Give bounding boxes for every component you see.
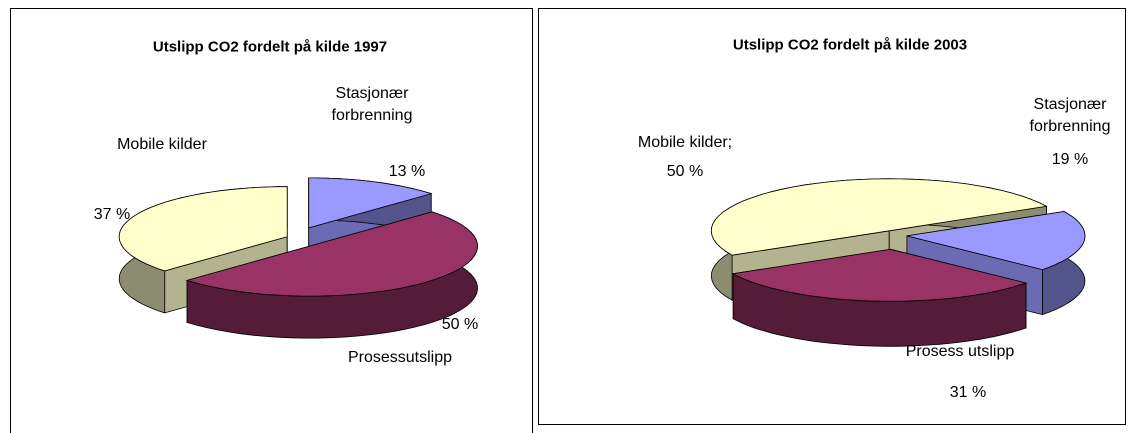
slice-label: Mobile kilder;: [637, 134, 733, 151]
value-label: 50 %: [441, 316, 479, 333]
slice-label: Stasjonær forbrenning: [1029, 96, 1111, 135]
slice-label: Mobile kilder: [117, 136, 207, 153]
slice: [731, 248, 1028, 302]
slice: [906, 211, 1086, 271]
chart-title: Utslipp CO2 fordelt på kilde 2003: [732, 36, 968, 54]
value-label: 37 %: [93, 206, 131, 223]
slice: [710, 178, 1048, 256]
slice: [118, 186, 288, 272]
panel-border: [538, 8, 1126, 425]
slice: [308, 177, 433, 229]
slice-label: Stasjonær forbrenning: [331, 85, 413, 124]
value-label: 13 %: [388, 163, 426, 180]
panel-border: [10, 8, 533, 433]
slice-label: Prosessutslipp: [347, 349, 453, 366]
value-label: 31 %: [949, 384, 987, 401]
chart-title: Utslipp CO2 fordelt på kilde 1997: [152, 38, 388, 56]
value-label: 50 %: [666, 163, 704, 180]
value-label: 19 %: [1051, 151, 1089, 168]
slice: [185, 211, 478, 297]
slice-label: Prosess utslipp: [905, 343, 1015, 360]
